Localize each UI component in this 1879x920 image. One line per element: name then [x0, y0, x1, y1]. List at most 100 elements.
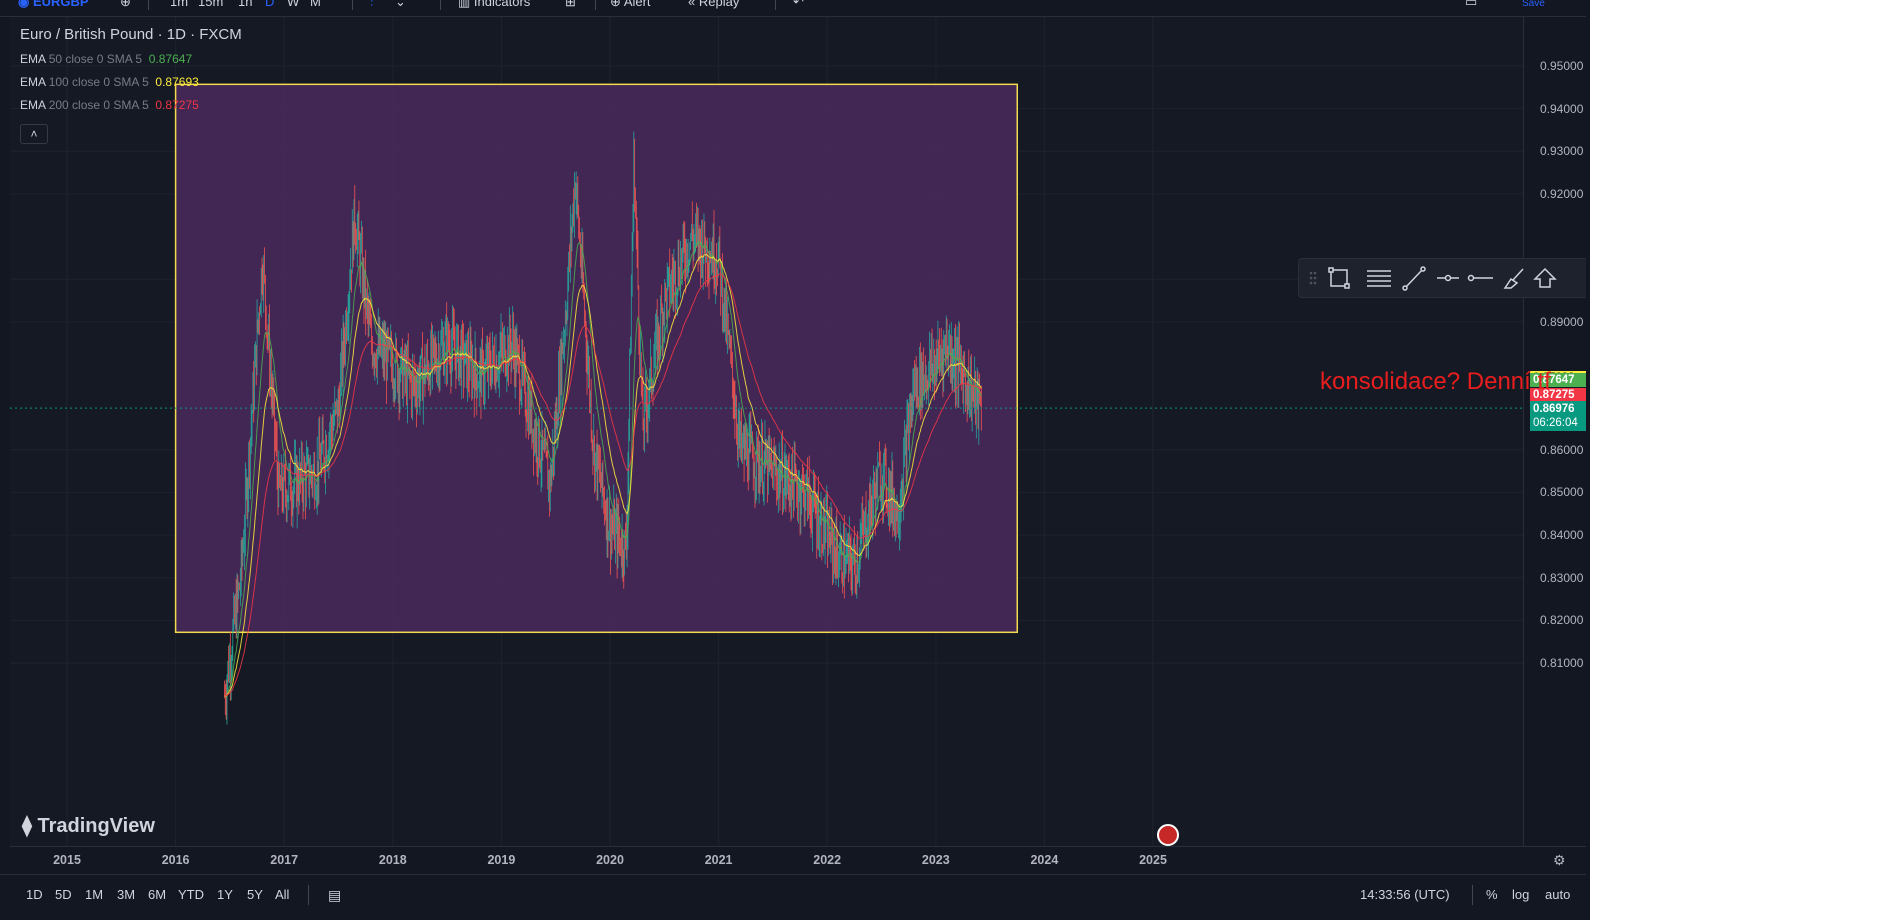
chart-legend: Euro / British Pound · 1D · FXCM EMA 50 … [20, 26, 242, 112]
clock-display[interactable]: 14:33:56 (UTC) [1360, 887, 1450, 902]
ema-50-line [224, 241, 982, 699]
last-price-value: 0.86976 [1533, 403, 1575, 416]
ema-100-line [224, 253, 982, 697]
indicators-icon: ▥ [458, 0, 471, 9]
time-tick-label: 2020 [596, 853, 624, 867]
divider [775, 0, 776, 10]
undo-icon[interactable]: ↶ [793, 0, 804, 9]
divider [352, 0, 353, 10]
interval-15m-button[interactable]: 15m [198, 0, 224, 9]
price-chart[interactable] [10, 17, 1523, 846]
time-tick-label: 2025 [1139, 853, 1167, 867]
bottom-toolbar: 1D 5D 1M 3M 6M YTD 1Y 5Y All ▤ 14:33:56 (UTC) % … [0, 874, 1590, 915]
interval-1m-button[interactable]: 1m [170, 0, 189, 9]
calendar-icon[interactable]: ▤ [328, 887, 342, 903]
replay-icon: « [688, 0, 696, 9]
range-5y-button[interactable]: 5Y [247, 887, 263, 902]
ema-value: 0.87275 [155, 98, 199, 112]
range-1m-button[interactable]: 1M [85, 887, 104, 902]
log-scale-button[interactable]: log [1512, 887, 1530, 902]
interval-1h-button[interactable]: 1h [238, 0, 253, 9]
range-ytd-button[interactable]: YTD [178, 887, 204, 902]
trend-line-icon[interactable] [1402, 266, 1426, 291]
price-tick-label: 0.85000 [1540, 485, 1584, 500]
ema-params: 100 close 0 SMA 5 [48, 75, 149, 89]
divider [308, 885, 309, 905]
last-price-badge: 0.86976 06:26:04 [1530, 401, 1590, 432]
time-tick-label: 2015 [53, 853, 81, 867]
interval-m-button[interactable]: M [310, 0, 321, 9]
rectangle-icon[interactable] [1328, 267, 1350, 289]
ema-name: EMA [20, 75, 46, 89]
auto-scale-button[interactable]: auto [1545, 887, 1571, 902]
legend-ema-100[interactable]: EMA 100 close 0 SMA 5 0.87693 [20, 75, 242, 89]
save-button[interactable]: Save [1522, 0, 1545, 9]
time-tick-label: 2019 [487, 853, 516, 867]
price-tick-label: 0.93000 [1540, 144, 1584, 159]
ema-lines [224, 241, 982, 699]
time-tick-label: 2018 [378, 853, 407, 867]
ema-price-badge: 0.87647 [1530, 372, 1590, 387]
alert-button[interactable]: ⊕ Alert [610, 0, 651, 10]
collapse-legend-button[interactable]: ˄ [20, 124, 48, 144]
range-1d-button[interactable]: 1D [26, 887, 43, 902]
range-5d-button[interactable]: 5D [55, 887, 72, 902]
uk-event-flag-icon[interactable] [1157, 824, 1179, 846]
horizontal-ray-icon[interactable] [1437, 274, 1459, 282]
price-tick-label: 0.82000 [1540, 613, 1584, 628]
brush-icon[interactable] [1503, 268, 1524, 289]
range-1y-button[interactable]: 1Y [217, 887, 233, 902]
symbol-icon: ◉ [18, 0, 30, 9]
ema-params: 200 close 0 SMA 5 [48, 98, 149, 112]
chart-text-annotation[interactable]: konsolidace? Denní tf [1320, 368, 1551, 395]
divider [148, 0, 149, 10]
range-3m-button[interactable]: 3M [117, 887, 136, 902]
chart-type-candles-icon[interactable]: ⫶ [370, 0, 374, 9]
fib-icon[interactable] [1367, 270, 1391, 287]
logo-text: TradingView [37, 815, 155, 837]
layout-menu-icon[interactable]: ▭ [1465, 0, 1478, 9]
time-tick-label: 2016 [161, 853, 190, 867]
legend-ema-50[interactable]: EMA 50 close 0 SMA 5 0.87647 [20, 52, 242, 66]
price-tick-label: 0.94000 [1540, 101, 1584, 116]
chevron-down-icon[interactable]: ⌄ [395, 0, 406, 9]
price-tick-label: 0.92000 [1540, 186, 1584, 201]
ema-name: EMA [20, 98, 46, 112]
tradingview-logo: ⧫ TradingView [22, 813, 155, 838]
ema-value: 0.87647 [148, 52, 193, 66]
percent-scale-button[interactable]: % [1486, 887, 1498, 902]
window-edge [1586, 0, 1590, 920]
ema-value: 0.87693 [155, 75, 199, 89]
indicators-button[interactable]: ▥ Indicators [458, 0, 530, 10]
interval-w-button[interactable]: W [287, 0, 300, 9]
ema-200-line [224, 273, 982, 697]
symbol-search-button[interactable]: ◉ EURGBP [18, 0, 89, 10]
arrow-up-icon[interactable] [1533, 267, 1557, 288]
compare-add-icon[interactable]: ⊕ [120, 0, 131, 9]
range-all-button[interactable]: All [275, 887, 290, 902]
ema-price-badge: 0.87275 [1530, 388, 1590, 403]
chart-pane[interactable]: 0.950000.940000.930000.920000.900000.890… [10, 17, 1590, 846]
time-tick-label: 2021 [704, 853, 733, 867]
drag-handle-icon[interactable] [1309, 271, 1317, 285]
interval-d-button[interactable]: D [265, 0, 275, 9]
gear-icon[interactable]: ⚙ [1553, 852, 1566, 868]
alert-icon: ⊕ [610, 0, 621, 9]
horizontal-line-icon[interactable] [1467, 274, 1494, 282]
drawing-toolbar [1298, 258, 1590, 298]
symbol-title[interactable]: Euro / British Pound · 1D · FXCM [20, 26, 242, 43]
alert-label: Alert [623, 0, 651, 9]
price-axis[interactable]: 0.950000.940000.930000.920000.900000.890… [1523, 17, 1590, 846]
legend-ema-200[interactable]: EMA 200 close 0 SMA 5 0.87275 [20, 98, 242, 112]
ema-params: 50 close 0 SMA 5 [48, 52, 143, 66]
divider [440, 0, 441, 10]
symbol-label: EURGBP [32, 0, 89, 9]
time-axis[interactable]: ⚙ 2015 2016 2017 2018 2019 2020 2021 2022 2023 20… [10, 846, 1590, 875]
replay-button[interactable]: « Replay [688, 0, 739, 9]
time-tick-label: 2022 [813, 853, 842, 867]
price-tick-label: 0.86000 [1540, 442, 1584, 457]
replay-label: Replay [698, 0, 740, 9]
range-6m-button[interactable]: 6M [148, 887, 167, 902]
layout-icon[interactable]: ⊞ [565, 0, 576, 9]
time-tick-label: 2017 [270, 853, 299, 867]
